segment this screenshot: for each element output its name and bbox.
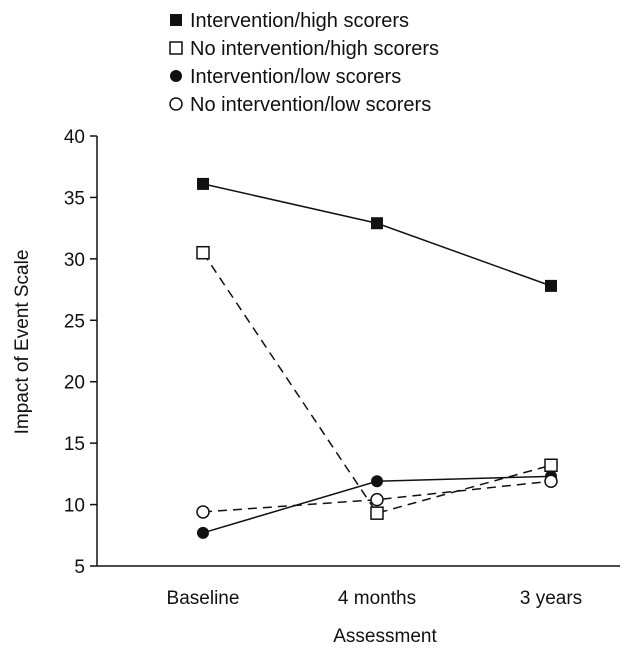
data-point-intervention-low-scorers (197, 527, 209, 539)
y-tick-label: 10 (64, 496, 85, 517)
x-tick-label: 3 years (520, 588, 582, 609)
data-point-intervention-high-scorers (197, 178, 209, 190)
data-point-intervention-low-scorers (371, 475, 383, 487)
legend: Intervention/high scorers No intervention… (170, 10, 439, 116)
data-point-intervention-high-scorers (371, 217, 383, 229)
x-tick-label: Baseline (167, 588, 240, 609)
legend-label: No intervention/high scorers (190, 38, 439, 60)
data-point-no-intervention-low-scorers (371, 494, 383, 506)
legend-item-no-intervention-low-scorers: No intervention/low scorers (170, 94, 431, 116)
x-axis-ticks: Baseline 4 months 3 years (167, 588, 583, 609)
y-tick-label: 20 (64, 373, 85, 394)
series-line-intervention-high-scorers (203, 184, 551, 286)
legend-label: Intervention/low scorers (190, 66, 401, 88)
data-point-no-intervention-high-scorers (371, 507, 383, 519)
data-point-no-intervention-low-scorers (545, 475, 557, 487)
data-point-no-intervention-high-scorers (197, 247, 209, 259)
y-tick-label: 25 (64, 311, 85, 332)
x-axis-title: Assessment (333, 626, 437, 647)
legend-marker (170, 98, 182, 110)
y-tick-label: 15 (64, 434, 85, 455)
series-markers (197, 178, 557, 539)
data-point-no-intervention-high-scorers (545, 459, 557, 471)
legend-marker (170, 70, 182, 82)
legend-marker (170, 14, 182, 26)
y-axis-ticks: 5 10 15 20 25 30 35 40 (64, 127, 97, 578)
y-tick-label: 40 (64, 127, 85, 148)
series-line-no-intervention-high-scorers (203, 253, 551, 513)
legend-item-intervention-low-scorers: Intervention/low scorers (170, 66, 401, 88)
x-tick-label: 4 months (338, 588, 416, 609)
legend-item-no-intervention-high-scorers: No intervention/high scorers (170, 38, 439, 60)
legend-label: Intervention/high scorers (190, 10, 409, 32)
y-axis-title: Impact of Event Scale (12, 250, 33, 435)
legend-label: No intervention/low scorers (190, 94, 431, 116)
data-point-intervention-high-scorers (545, 280, 557, 292)
y-tick-label: 5 (74, 557, 85, 578)
legend-marker (170, 42, 182, 54)
legend-item-intervention-high-scorers: Intervention/high scorers (170, 10, 409, 32)
y-tick-label: 30 (64, 250, 85, 271)
data-point-no-intervention-low-scorers (197, 506, 209, 518)
y-tick-label: 35 (64, 188, 85, 209)
